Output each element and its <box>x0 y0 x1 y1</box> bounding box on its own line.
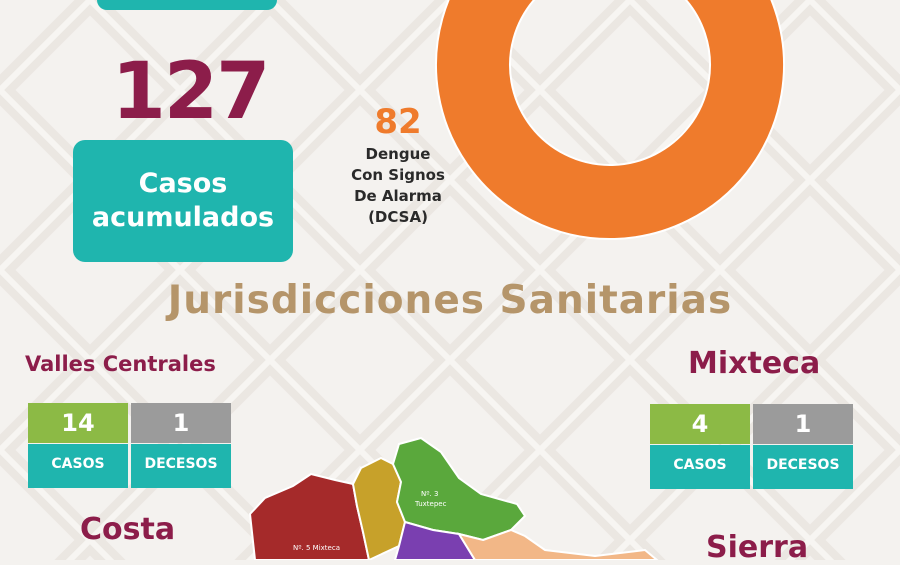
section-title: Jurisdicciones Sanitarias <box>167 278 733 323</box>
dcsa-callout-label: Dengue Con Signos De Alarma (DCSA) <box>340 144 456 228</box>
valles-centrales-stats: 14 1 CASOS DECESOS <box>28 403 235 489</box>
valles-deaths-value: 1 <box>131 403 231 443</box>
mixteca-stats: 4 1 CASOS DECESOS <box>650 404 857 490</box>
valles-deaths-label: DECESOS <box>131 444 231 488</box>
donut-slice <box>435 0 785 240</box>
region-title-mixteca: Mixteca <box>688 346 821 381</box>
map-region-istmo <box>456 528 659 560</box>
mixteca-cases-label: CASOS <box>650 445 750 489</box>
map-region-tuxtepec <box>391 436 527 542</box>
dcsa-label-line: De Alarma <box>354 187 442 205</box>
jurisdictions-map: Nº. 3 Tuxtepec Nº. 5 Mixteca <box>248 436 659 560</box>
cumulative-label-line1: Casos <box>138 168 228 199</box>
top-teal-box <box>97 0 277 10</box>
mixteca-cases-value: 4 <box>650 404 750 444</box>
donut-chart <box>435 0 785 240</box>
cumulative-label-line2: acumulados <box>91 202 275 233</box>
dcsa-label-line: Con Signos <box>351 166 445 184</box>
cumulative-cases-label-box: Casos acumulados <box>73 140 293 262</box>
region-title-valles-centrales: Valles Centrales <box>25 352 216 376</box>
region-title-costa: Costa <box>80 512 176 547</box>
total-cases-number: 127 <box>111 47 271 137</box>
map-region-valles <box>393 520 477 560</box>
map-label-tuxtepec: Nº. 3 <box>421 490 438 498</box>
region-title-sierra: Sierra <box>706 530 809 565</box>
map-label-tuxtepec-name: Tuxtepec <box>414 500 447 508</box>
dcsa-label-line: Dengue <box>365 145 431 163</box>
dcsa-callout-value: 82 <box>374 102 422 142</box>
dcsa-label-line: (DCSA) <box>368 208 428 226</box>
mixteca-deaths-value: 1 <box>753 404 853 444</box>
map-label-mixteca: Nº. 5 Mixteca <box>293 544 340 552</box>
valles-cases-label: CASOS <box>28 444 128 488</box>
mixteca-deaths-label: DECESOS <box>753 445 853 489</box>
valles-cases-value: 14 <box>28 403 128 443</box>
